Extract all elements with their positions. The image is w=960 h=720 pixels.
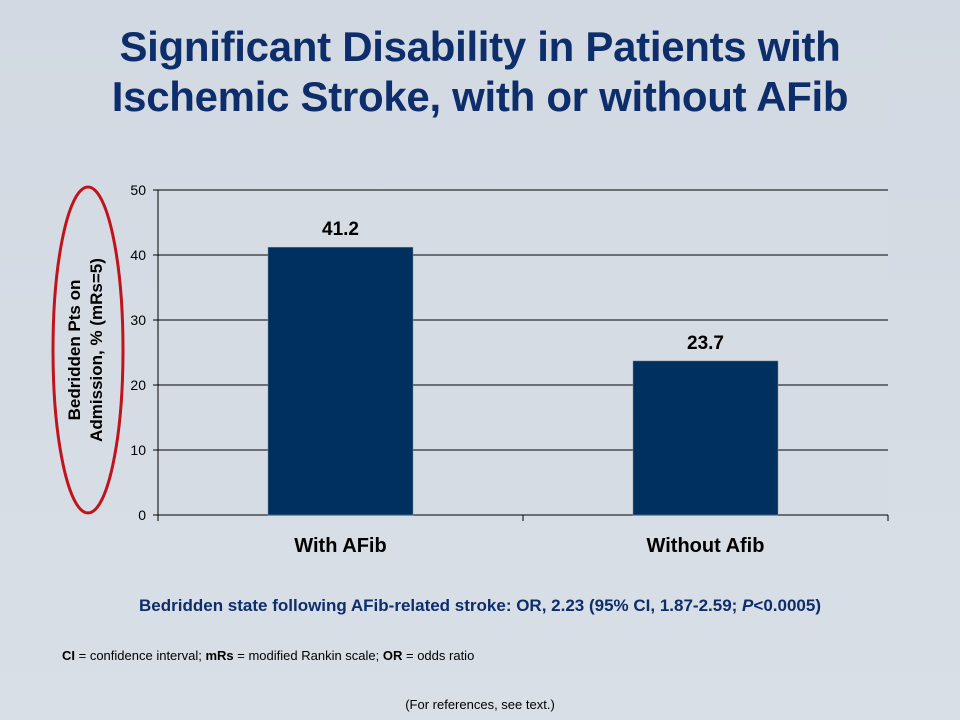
abbreviations-footnote: CI = confidence interval; mRs = modified… bbox=[62, 648, 474, 663]
abbr-def-mrs: = modified Rankin scale; bbox=[237, 648, 383, 663]
abbr-def-or: = odds ratio bbox=[406, 648, 475, 663]
title-line-1: Significant Disability in Patients with bbox=[119, 23, 841, 70]
highlight-ellipse bbox=[51, 185, 125, 515]
bar-2 bbox=[632, 360, 779, 516]
stat-prefix: Bedridden state following AFib-related s… bbox=[139, 596, 743, 615]
y-tick-label: 40 bbox=[130, 247, 146, 263]
abbr-term-ci: CI bbox=[62, 648, 75, 663]
y-tick-label: 0 bbox=[138, 507, 146, 523]
category-label-2: Without Afib bbox=[647, 535, 765, 557]
abbr-def-ci: = confidence interval; bbox=[78, 648, 206, 663]
y-axis-label: Bedridden Pts on Admission, % (mRs=5) bbox=[65, 258, 106, 442]
plot-area bbox=[158, 190, 888, 515]
references-note: (For references, see text.) bbox=[405, 697, 555, 712]
odds-ratio-statement: Bedridden state following AFib-related s… bbox=[0, 596, 960, 616]
slide-title: Significant Disability in Patients with … bbox=[0, 22, 960, 122]
abbr-term-mrs: mRs bbox=[205, 648, 234, 663]
stat-suffix: <0.0005) bbox=[753, 596, 821, 615]
bar-chart: 0 10 20 30 40 50 41.2 With AFib 23.7 Without Afib… bbox=[51, 182, 889, 557]
y-tick-label: 10 bbox=[130, 442, 146, 458]
y-tick-label: 20 bbox=[130, 377, 146, 393]
data-label-1: 41.2 bbox=[322, 219, 359, 240]
y-tick-label: 30 bbox=[130, 312, 146, 328]
data-label-2: 23.7 bbox=[687, 333, 724, 354]
bar-1 bbox=[267, 246, 414, 516]
y-axis-label-line-2: Admission, % (mRs=5) bbox=[87, 258, 106, 442]
y-axis-label-line-1: Bedridden Pts on bbox=[65, 280, 84, 421]
y-tick-label: 50 bbox=[130, 182, 146, 198]
p-symbol: P bbox=[742, 596, 754, 615]
abbr-term-or: OR bbox=[382, 648, 403, 663]
title-line-2: Ischemic Stroke, with or without AFib bbox=[111, 73, 849, 120]
category-label-1: With AFib bbox=[294, 535, 386, 557]
